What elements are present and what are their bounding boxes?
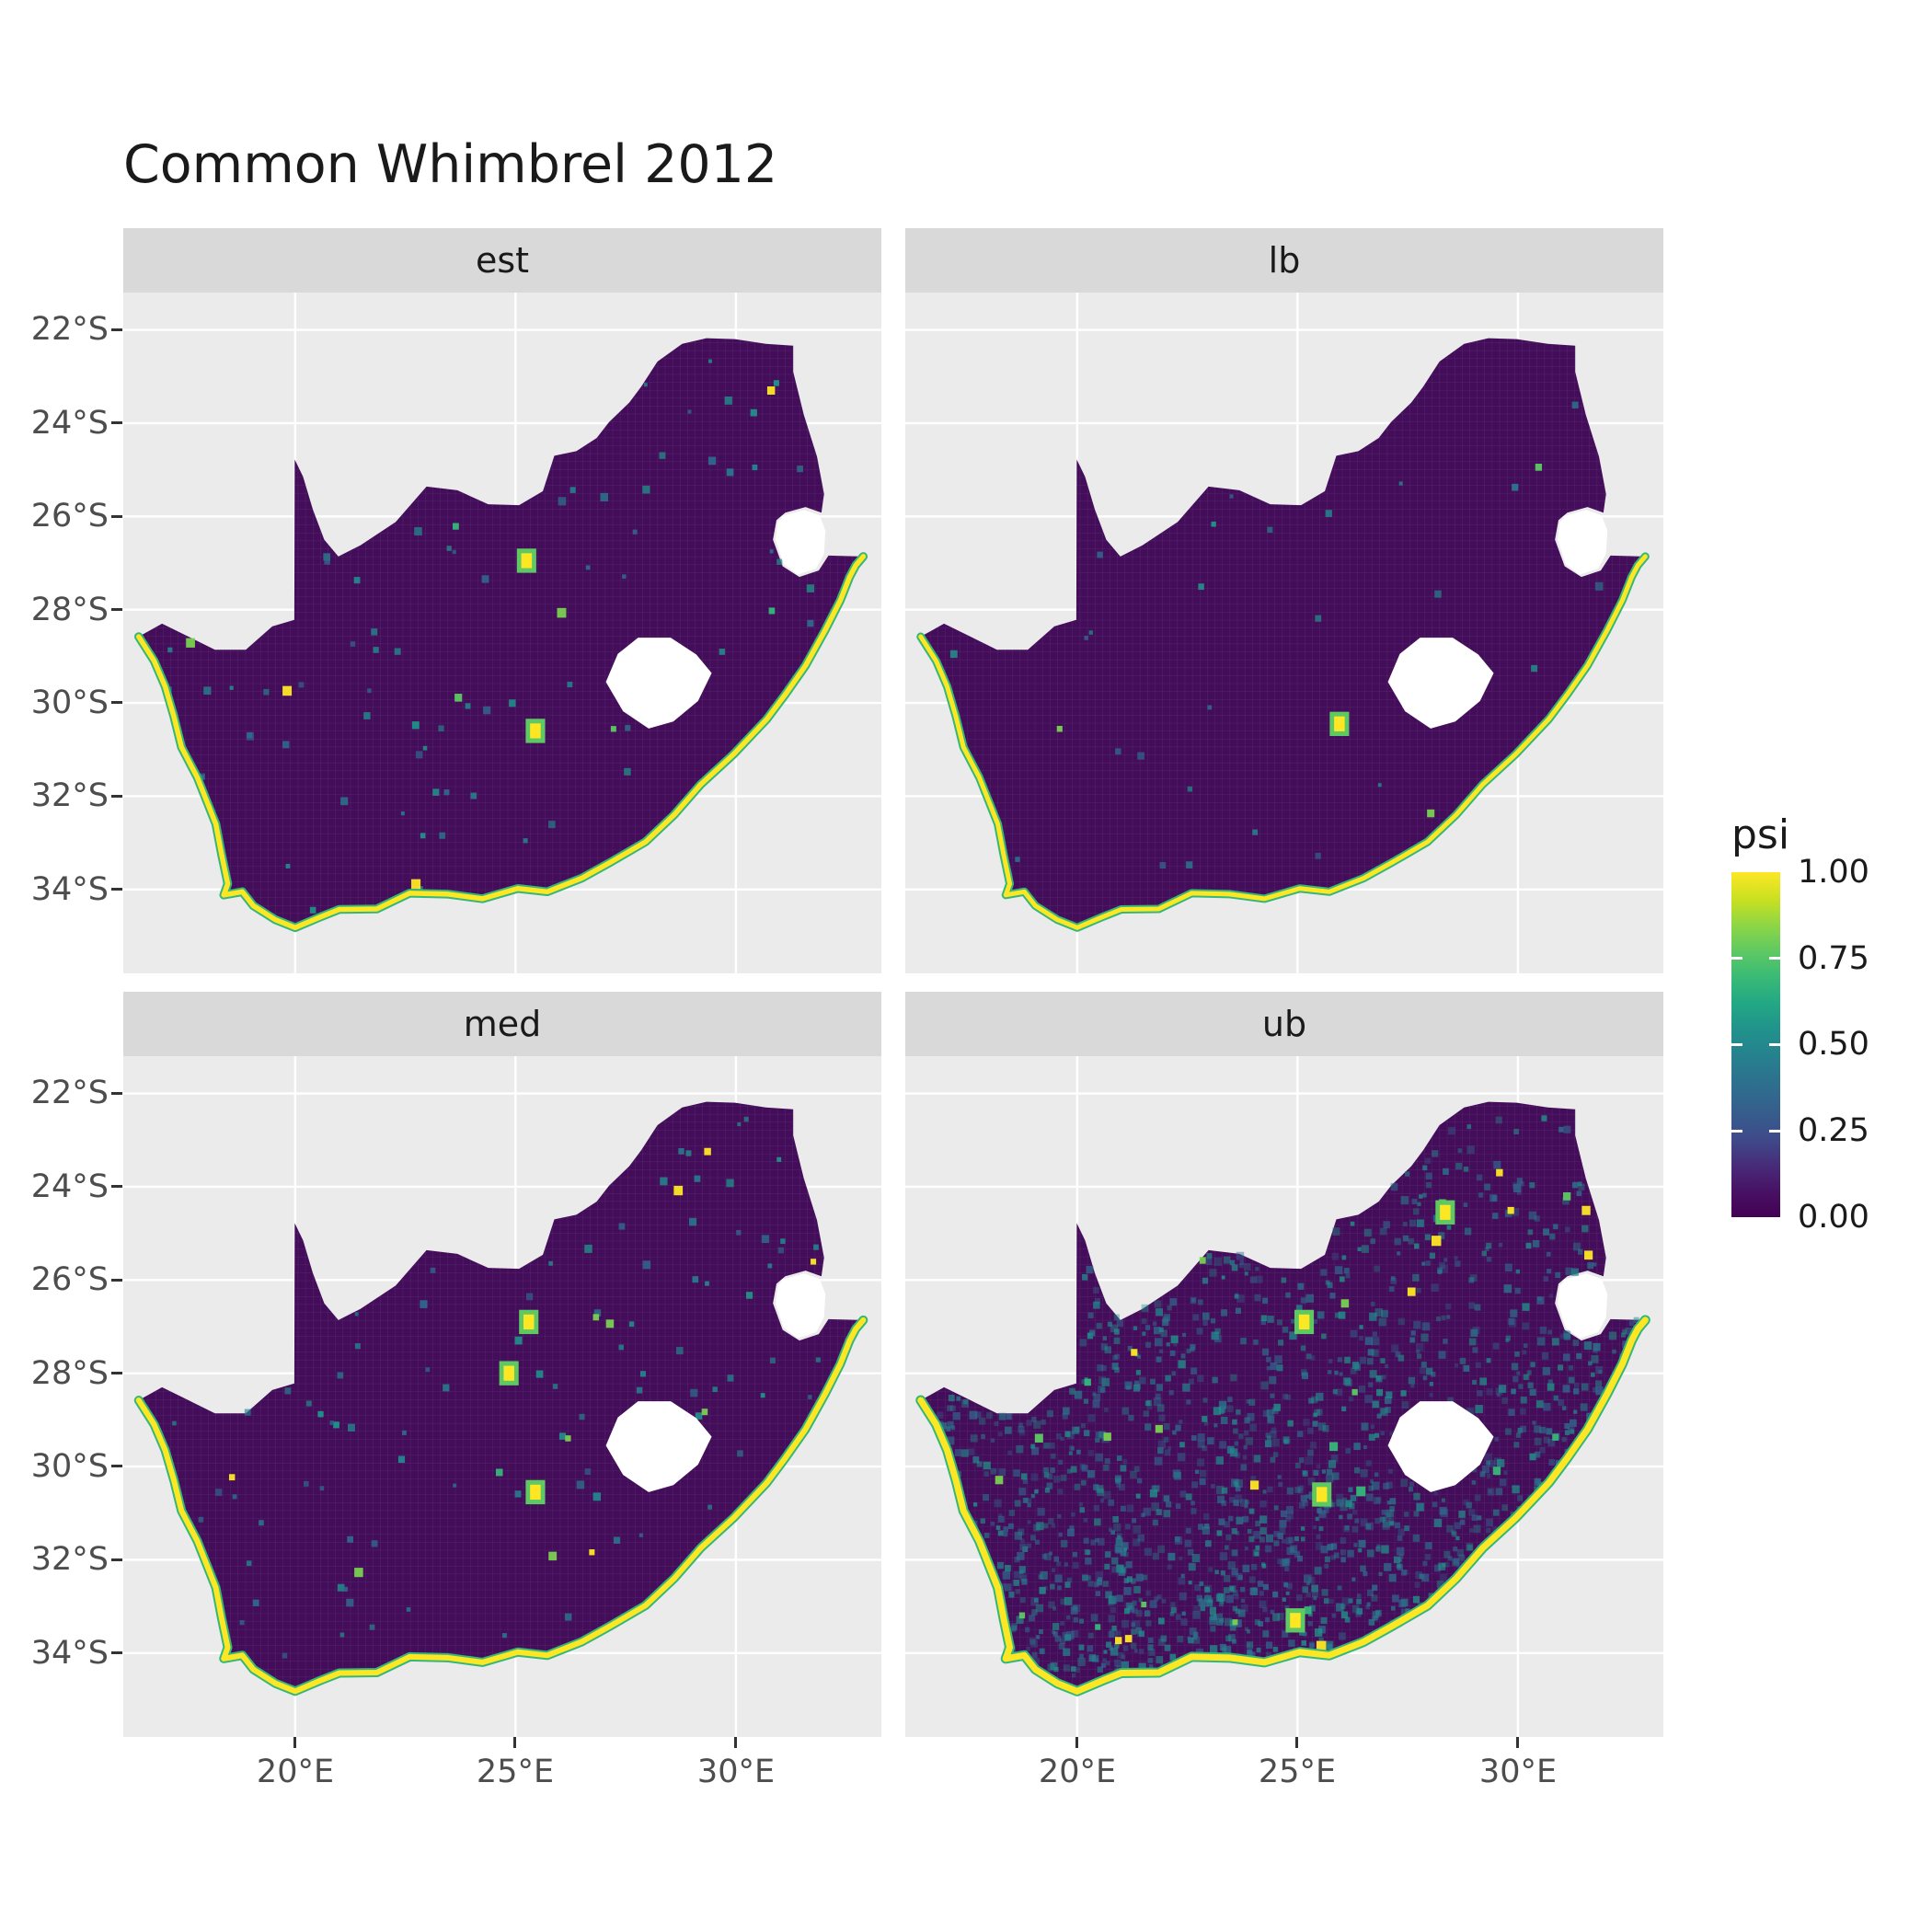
y-axis-tick-label: 24°S bbox=[30, 1168, 109, 1205]
y-tick-mark bbox=[111, 1185, 122, 1188]
map-med bbox=[123, 1056, 881, 1737]
legend-label: 0.25 bbox=[1798, 1112, 1869, 1149]
colorbar-tick bbox=[1731, 957, 1742, 960]
x-tick-mark bbox=[734, 1737, 737, 1748]
y-axis-tick-label: 26°S bbox=[30, 1261, 109, 1298]
y-axis-tick-label: 28°S bbox=[30, 1355, 109, 1392]
y-axis-tick-label: 24°S bbox=[30, 405, 109, 442]
eswatini-hole bbox=[1558, 510, 1608, 575]
y-axis-tick-label: 28°S bbox=[30, 592, 109, 628]
speckles bbox=[172, 1116, 821, 1659]
coast-line bbox=[921, 557, 1646, 927]
y-tick-mark bbox=[111, 608, 122, 611]
y-axis-tick-label: 22°S bbox=[30, 311, 109, 348]
y-tick-mark bbox=[111, 888, 122, 891]
x-axis-tick-label: 20°E bbox=[1038, 1754, 1117, 1790]
lesotho-hole bbox=[1387, 1401, 1494, 1492]
y-axis-tick-label: 22°S bbox=[30, 1075, 109, 1111]
x-tick-mark bbox=[1516, 1737, 1519, 1748]
hotspots bbox=[516, 548, 546, 743]
y-tick-mark bbox=[111, 328, 122, 331]
speckles bbox=[165, 359, 814, 914]
map-ub bbox=[905, 1056, 1663, 1737]
colorbar-tick bbox=[1731, 1130, 1742, 1133]
y-tick-mark bbox=[111, 1558, 122, 1561]
x-axis-tick-label: 30°E bbox=[1478, 1754, 1558, 1790]
x-axis-tick-label: 25°E bbox=[476, 1754, 555, 1790]
coast-line bbox=[921, 1320, 1646, 1691]
facet-label-med: med bbox=[463, 1004, 542, 1044]
hotspots bbox=[1285, 1200, 1455, 1633]
facet-label-est: est bbox=[475, 240, 530, 281]
speckles bbox=[949, 401, 1604, 869]
eswatini-hole bbox=[776, 510, 826, 575]
x-tick-mark bbox=[513, 1737, 516, 1748]
x-tick-mark bbox=[1295, 1737, 1298, 1748]
hotspots bbox=[499, 1309, 546, 1505]
y-axis-tick-label: 34°S bbox=[30, 871, 109, 908]
colorbar-tick bbox=[1769, 1043, 1780, 1046]
legend-title: psi bbox=[1731, 811, 1790, 858]
x-axis-tick-label: 30°E bbox=[696, 1754, 776, 1790]
legend-label: 0.00 bbox=[1798, 1199, 1869, 1236]
lesotho-hole bbox=[605, 1401, 712, 1492]
facet-label-ub: ub bbox=[1261, 1004, 1307, 1044]
y-tick-mark bbox=[111, 1651, 122, 1654]
y-axis-tick-label: 26°S bbox=[30, 498, 109, 535]
y-axis-tick-label: 34°S bbox=[30, 1635, 109, 1672]
x-axis-tick-label: 25°E bbox=[1258, 1754, 1337, 1790]
plot-title: Common Whimbrel 2012 bbox=[123, 134, 778, 195]
y-tick-mark bbox=[111, 515, 122, 518]
y-tick-mark bbox=[111, 701, 122, 704]
map-texture bbox=[920, 338, 1646, 928]
eswatini-hole bbox=[776, 1273, 826, 1339]
map-panel-lb bbox=[905, 293, 1663, 973]
x-axis-tick-label: 20°E bbox=[256, 1754, 335, 1790]
y-tick-mark bbox=[111, 1092, 122, 1095]
x-tick-mark bbox=[1075, 1737, 1078, 1748]
colorbar-tick bbox=[1769, 1130, 1780, 1133]
map-panel-est bbox=[123, 293, 881, 973]
y-tick-mark bbox=[111, 1465, 122, 1467]
y-tick-mark bbox=[111, 421, 122, 424]
map-texture bbox=[138, 338, 864, 928]
y-tick-mark bbox=[111, 795, 122, 798]
colorbar-tick bbox=[1769, 957, 1780, 960]
x-tick-mark bbox=[293, 1737, 296, 1748]
facet-strip-ub: ub bbox=[905, 992, 1663, 1056]
eswatini-hole bbox=[1558, 1273, 1608, 1339]
map-texture bbox=[138, 1101, 864, 1692]
legend-label: 0.75 bbox=[1798, 940, 1869, 977]
facet-label-lb: lb bbox=[1268, 240, 1301, 281]
y-axis-tick-label: 32°S bbox=[30, 1541, 109, 1578]
map-lb bbox=[905, 293, 1663, 973]
facet-strip-est: est bbox=[123, 228, 881, 293]
y-axis-tick-label: 30°S bbox=[30, 1448, 109, 1485]
map-panel-med bbox=[123, 1056, 881, 1737]
lesotho-hole bbox=[605, 638, 712, 729]
hotspots bbox=[1329, 711, 1350, 737]
facet-strip-lb: lb bbox=[905, 228, 1663, 293]
coast-line bbox=[139, 557, 864, 927]
legend-label: 1.00 bbox=[1798, 854, 1869, 891]
legend-label: 0.50 bbox=[1798, 1026, 1869, 1063]
y-tick-mark bbox=[111, 1279, 122, 1282]
colorbar-tick bbox=[1731, 1043, 1742, 1046]
facet-strip-med: med bbox=[123, 992, 881, 1056]
coast-line bbox=[139, 1320, 864, 1691]
map-panel-ub bbox=[905, 1056, 1663, 1737]
y-axis-tick-label: 30°S bbox=[30, 684, 109, 721]
y-axis-tick-label: 32°S bbox=[30, 777, 109, 814]
map-est bbox=[123, 293, 881, 973]
y-tick-mark bbox=[111, 1372, 122, 1374]
lesotho-hole bbox=[1387, 638, 1494, 729]
